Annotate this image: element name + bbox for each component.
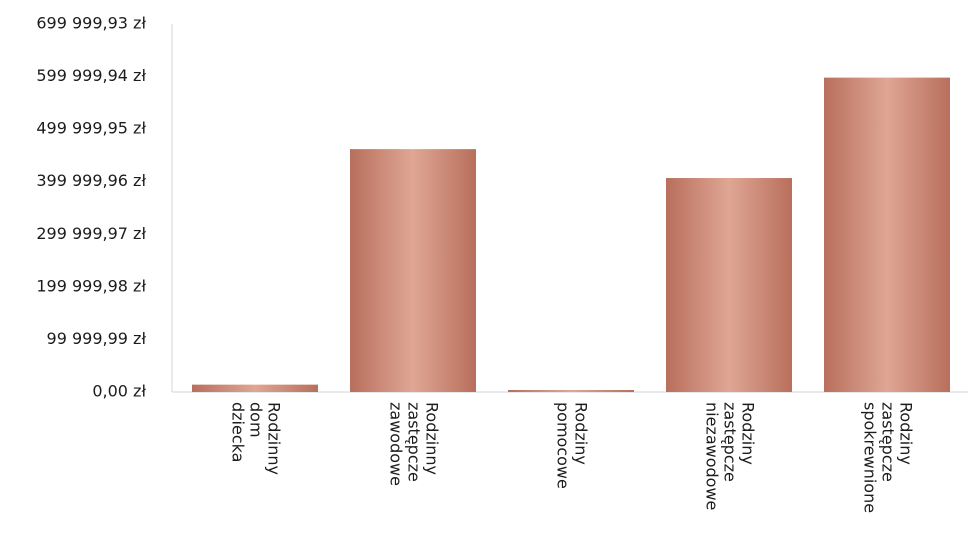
category-label-line: zastępcze	[721, 402, 740, 482]
category-label-line: dziecka	[229, 402, 248, 462]
y-axis-tick-labels: 0,00 zł 99 999,99 zł 199 999,98 zł 299 999,…	[36, 14, 146, 401]
y-tick-label: 499 999,95 zł	[36, 119, 146, 138]
category-label-line: Rodzinny	[423, 402, 442, 475]
y-tick-label: 99 999,99 zł	[47, 329, 147, 348]
bar	[508, 390, 634, 392]
category-label-line: zastępcze	[879, 402, 898, 482]
y-tick-label: 399 999,96 zł	[36, 171, 146, 190]
category-label-line: pomocowe	[554, 402, 573, 489]
bars	[192, 77, 950, 392]
category-label-line: Rodzinny	[265, 402, 284, 475]
category-label-line: spokrewnione	[861, 402, 880, 513]
category-label-line: dom	[247, 402, 266, 438]
category-label-line: Rodziny	[572, 402, 591, 465]
y-tick-label: 299 999,97 zł	[36, 224, 146, 243]
category-label-line: zastępcze	[405, 402, 424, 482]
category-label-line: zawodowe	[387, 402, 406, 486]
bar	[666, 178, 792, 392]
bar	[824, 77, 950, 392]
category-label-line: Rodziny	[739, 402, 758, 465]
category-label-line: niezawodowe	[703, 402, 722, 510]
y-tick-label: 699 999,93 zł	[36, 14, 146, 33]
y-tick-label: 0,00 zł	[92, 382, 146, 401]
y-tick-label: 199 999,98 zł	[36, 276, 146, 295]
bar	[192, 384, 318, 392]
category-label-line: Rodziny	[897, 402, 916, 465]
y-tick-label: 599 999,94 zł	[36, 66, 146, 85]
bar	[350, 149, 476, 392]
